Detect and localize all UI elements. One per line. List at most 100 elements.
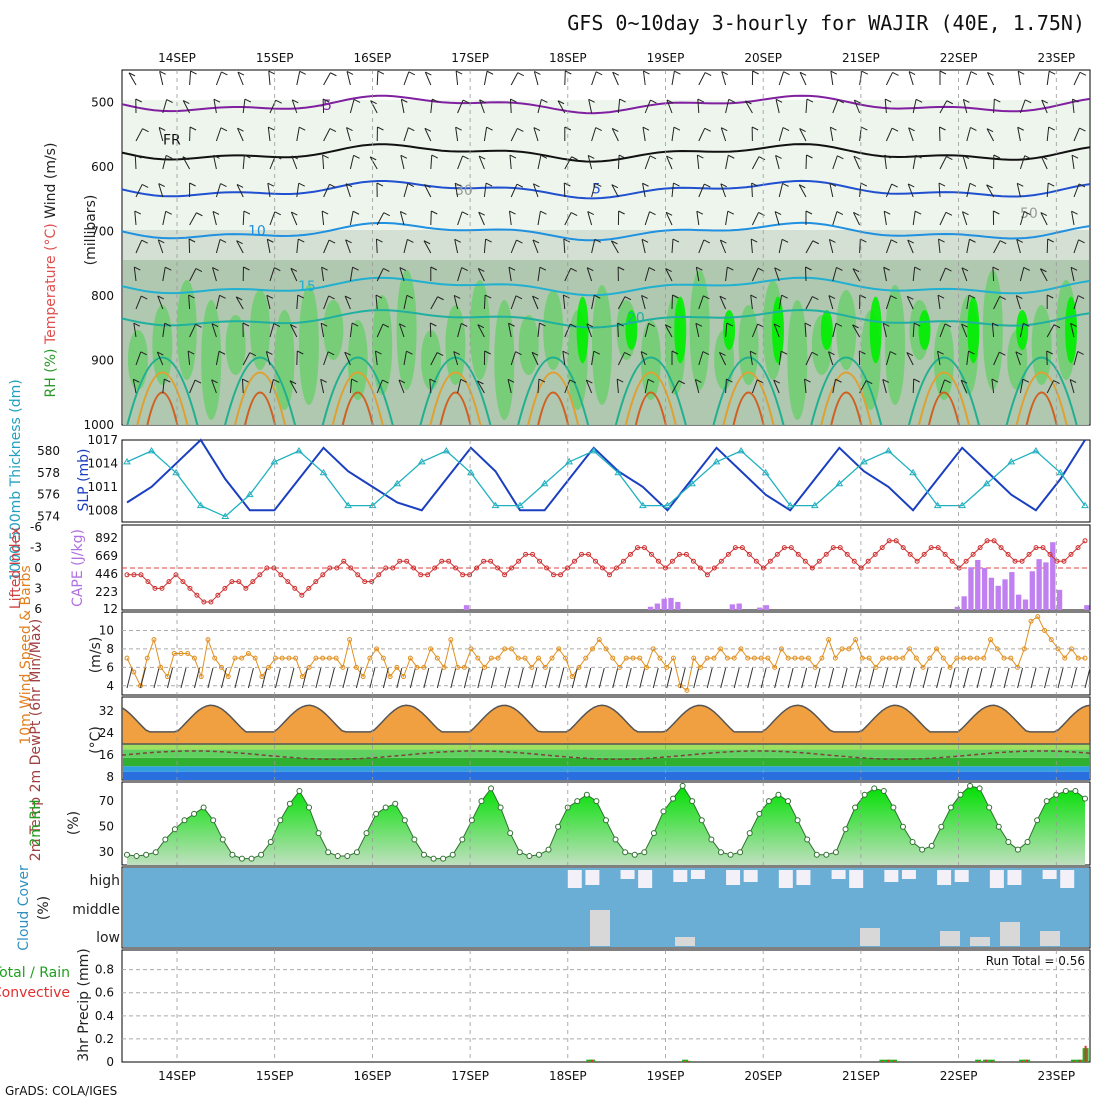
wind-barb <box>403 71 410 86</box>
rh2m-marker <box>928 842 935 849</box>
li-marker <box>655 558 661 564</box>
wind-barb <box>323 128 331 142</box>
wind-barb-flag <box>267 182 275 187</box>
wind-barb <box>403 127 409 142</box>
isotherm-arch-teal <box>712 356 785 426</box>
li-marker <box>1026 551 1032 557</box>
wind-barb-flag <box>865 380 873 385</box>
wind-barb-10m <box>666 667 673 689</box>
li-marker <box>250 579 256 585</box>
wind-barb <box>695 267 700 282</box>
wind-barb-flag <box>344 351 351 356</box>
thickness-marker <box>319 468 328 476</box>
li-marker <box>313 579 319 585</box>
wind-speed-marker <box>994 646 1000 652</box>
wind-barb <box>908 71 914 86</box>
wind-barb <box>1073 72 1081 86</box>
wind-barb <box>1019 267 1025 282</box>
wind-barb-flag <box>353 99 361 103</box>
precip-tick-label: 0.8 <box>95 963 114 977</box>
wind-barb <box>430 154 433 170</box>
wind-barb-flag <box>1053 324 1061 329</box>
wind-barb <box>159 71 164 86</box>
wind-barb-flag <box>477 380 484 385</box>
wind-barb-flag <box>884 154 891 159</box>
wind-barb-flag <box>594 238 601 243</box>
wind-barb-flag <box>557 100 565 105</box>
wind-barb-flag <box>430 322 437 327</box>
wind-speed-marker <box>907 646 913 652</box>
li-marker <box>222 585 228 591</box>
wind-barb-flag <box>570 212 578 216</box>
isotherm-arch-teal <box>126 356 199 426</box>
wind-barb-flag <box>382 379 389 384</box>
li-marker <box>488 558 494 564</box>
wind-barb-10m <box>207 667 214 689</box>
cloud-high-clear <box>831 870 846 879</box>
rh2m-marker <box>1043 798 1050 805</box>
wind-speed-marker <box>778 646 784 652</box>
wind-speed-marker <box>124 655 130 661</box>
wind-barb-flag <box>237 71 245 76</box>
wind-barb <box>671 238 674 254</box>
wind-barb <box>1070 323 1075 338</box>
wind-barb-flag <box>165 154 173 159</box>
date-label-bottom: 17SEP <box>451 1069 489 1083</box>
wind-barb-flag <box>648 322 655 327</box>
wind-barb <box>479 99 485 114</box>
wind-barb <box>510 295 517 310</box>
thickness-marker <box>491 501 500 509</box>
wind-barb-flag <box>517 127 524 132</box>
rh2m-marker <box>392 800 399 807</box>
rh2m-marker <box>545 846 552 853</box>
wind-barb-flag <box>299 70 306 75</box>
wind-barb <box>189 70 192 86</box>
wind-speed-marker <box>239 655 245 661</box>
thickness-marker <box>270 457 279 465</box>
wind-barb-flag <box>962 155 970 159</box>
wind-barb-flag <box>195 268 203 272</box>
wind-barb-flag <box>158 239 165 244</box>
wind-speed-marker <box>171 651 177 656</box>
wind-barb-flag <box>987 71 994 76</box>
wind-barb-flag <box>1069 379 1077 383</box>
wind-barb <box>617 296 626 310</box>
wind-speed-marker <box>981 655 987 661</box>
isotherm-arch-orange <box>820 371 873 426</box>
wind-barb <box>719 296 727 310</box>
precip-conv-bar <box>1072 1060 1075 1062</box>
wind-speed-marker <box>873 664 879 670</box>
wind-speed-marker <box>333 655 339 661</box>
panel-frame-cloud <box>121 866 1091 949</box>
wind-speed-marker <box>657 655 663 661</box>
wind-barb <box>533 71 539 86</box>
wind-barb <box>778 127 784 142</box>
contour-label: 30 <box>455 183 473 199</box>
wind-barb-flag <box>1079 71 1087 76</box>
wind-barb <box>135 351 142 366</box>
wind-barb <box>912 155 917 170</box>
wind-barb <box>242 155 245 170</box>
wind-barb-flag <box>595 71 603 76</box>
wind-barb <box>423 184 432 198</box>
wind-speed-marker <box>353 664 359 670</box>
wind-barb <box>852 324 861 338</box>
wind-barb-flag <box>696 266 703 271</box>
li-marker <box>921 551 927 557</box>
wind-barb <box>907 239 914 254</box>
thickness-marker <box>958 501 967 509</box>
wind-barb-flag <box>1015 351 1023 356</box>
wind-barb-flag <box>369 156 377 161</box>
wind-barb-flag <box>531 351 539 356</box>
date-label-bottom: 23SEP <box>1037 1069 1075 1083</box>
thickness-marker <box>516 501 524 509</box>
wind-barb-flag <box>664 324 672 329</box>
wind-barb-flag <box>383 212 390 217</box>
li-marker <box>124 572 130 578</box>
slp-ylabel: SLP (mb) <box>76 448 92 511</box>
wind-barb <box>237 71 244 86</box>
rh2m-marker <box>555 823 562 830</box>
wind-barb-10m <box>585 667 592 689</box>
wind-barb-10m <box>1017 667 1024 689</box>
wind-barb <box>908 127 914 142</box>
